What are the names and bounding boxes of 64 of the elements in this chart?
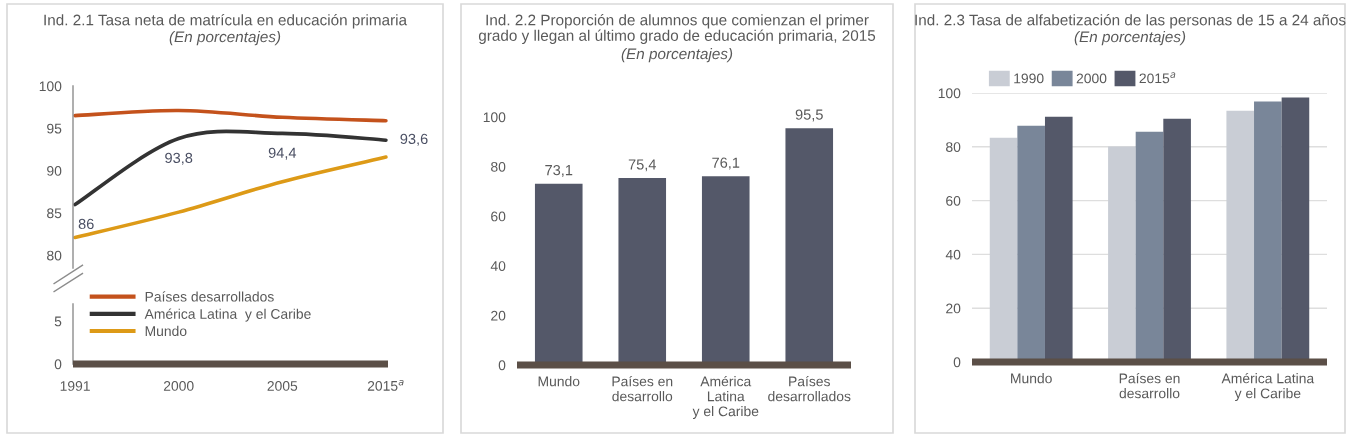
data-label: 94,4	[268, 147, 297, 160]
x-tick-label: 2015$^{a}$	[367, 379, 404, 391]
y-tick-label: 100	[39, 81, 62, 92]
y-tick-label: 90	[47, 165, 62, 176]
bar	[1163, 118, 1191, 362]
bar	[1226, 110, 1255, 362]
x-tick-label: Mundo	[538, 376, 580, 387]
bar	[1281, 97, 1310, 362]
y-tick-label: 0	[498, 360, 506, 371]
data-label: 95,5	[795, 109, 823, 122]
data-label: 86	[78, 218, 94, 230]
bar	[1044, 116, 1073, 362]
y-tick-label: 40	[945, 249, 961, 260]
y-tick-label: 0	[54, 359, 62, 370]
y-tick-label: 80	[491, 161, 506, 172]
bar	[1135, 131, 1164, 362]
chart-subtitle: (En porcentajes)	[169, 31, 281, 46]
bar	[1017, 125, 1045, 362]
x-tick-label: Países en desarrollo	[1119, 372, 1180, 399]
y-tick-label: 20	[491, 310, 506, 321]
bar	[534, 183, 583, 365]
bar	[701, 176, 750, 365]
data-label: 76,1	[712, 157, 740, 170]
y-tick-label: 5	[54, 316, 62, 327]
chart-title: Ind. 2.1 Tasa neta de matrícula en educación primaria	[44, 14, 408, 29]
line-series	[73, 108, 388, 123]
y-tick-label: 100	[938, 88, 961, 99]
data-label: 93,8	[165, 152, 193, 165]
y-tick-label: 60	[946, 195, 961, 206]
bar	[1254, 101, 1282, 362]
y-tick-label: 85	[47, 208, 62, 219]
x-tick-label: Mundo	[1011, 373, 1052, 384]
x-tick-label: Países desarrollados	[768, 375, 851, 402]
x-tick-label: Países en desarrollo	[612, 375, 673, 402]
y-tick-label: 100	[483, 112, 506, 123]
data-label: 93,6	[400, 133, 428, 146]
chart-subtitle: (En porcentajes)	[1074, 31, 1186, 46]
y-tick-label: 60	[491, 211, 506, 222]
y-tick-label: 80	[946, 142, 961, 152]
y-tick-label: 20	[946, 303, 961, 314]
legend-label: América Latina y el Caribe	[144, 308, 311, 322]
y-tick-label: 80	[47, 250, 62, 261]
legend-label: Mundo	[145, 325, 187, 337]
legend-label: 1990	[1014, 73, 1044, 84]
legend-label: Países desarrollados	[145, 291, 274, 302]
legend-label: 2000	[1076, 73, 1107, 84]
chart-title: Ind. 2.3 Tasa de alfabetización de las personas de 15 a 24 años	[915, 14, 1346, 29]
bar	[1108, 146, 1136, 362]
data-label: 75,4	[628, 159, 657, 172]
x-tick-label: 2005	[267, 381, 298, 391]
x-tick-label: 1991	[60, 381, 90, 391]
y-tick-label: 95	[47, 123, 62, 134]
y-tick-label: 40	[490, 261, 506, 271]
data-label: 73,1	[545, 164, 573, 177]
bar	[989, 137, 1018, 362]
bar	[785, 128, 834, 365]
chart-title: Ind. 2.2 Proporción de alumnos que comienzan el primer grado y llegan al último grado de educación primaria, 2015	[478, 14, 876, 44]
x-tick-label: América Latina y el Caribe	[692, 375, 759, 419]
chart-subtitle: (En porcentajes)	[621, 48, 733, 63]
legend-label: 2015$^{a}$	[1139, 72, 1176, 84]
y-tick-label: 0	[953, 357, 961, 368]
bar	[618, 178, 667, 365]
x-tick-label: 2000	[163, 381, 194, 391]
x-tick-label: América Latina y el Caribe	[1221, 372, 1315, 402]
